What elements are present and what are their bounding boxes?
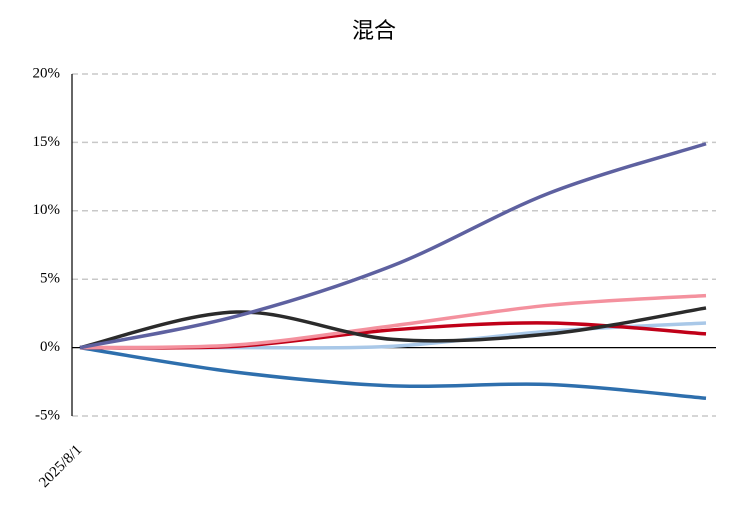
y-tick-label: 20% [33, 65, 61, 81]
line-series [79, 142, 707, 350]
x-tick-label: 2025/8/1 [36, 442, 85, 491]
y-tick-label: 15% [33, 134, 61, 150]
line-series [79, 306, 707, 350]
line-series [79, 293, 707, 350]
chart-title: 混合 [352, 19, 396, 44]
y-tick-label: 5% [40, 271, 60, 287]
y-tick-label: -5% [35, 407, 60, 423]
line-series [79, 345, 707, 400]
y-tick-label: 10% [33, 202, 61, 218]
y-tick-label: 0% [40, 339, 60, 355]
